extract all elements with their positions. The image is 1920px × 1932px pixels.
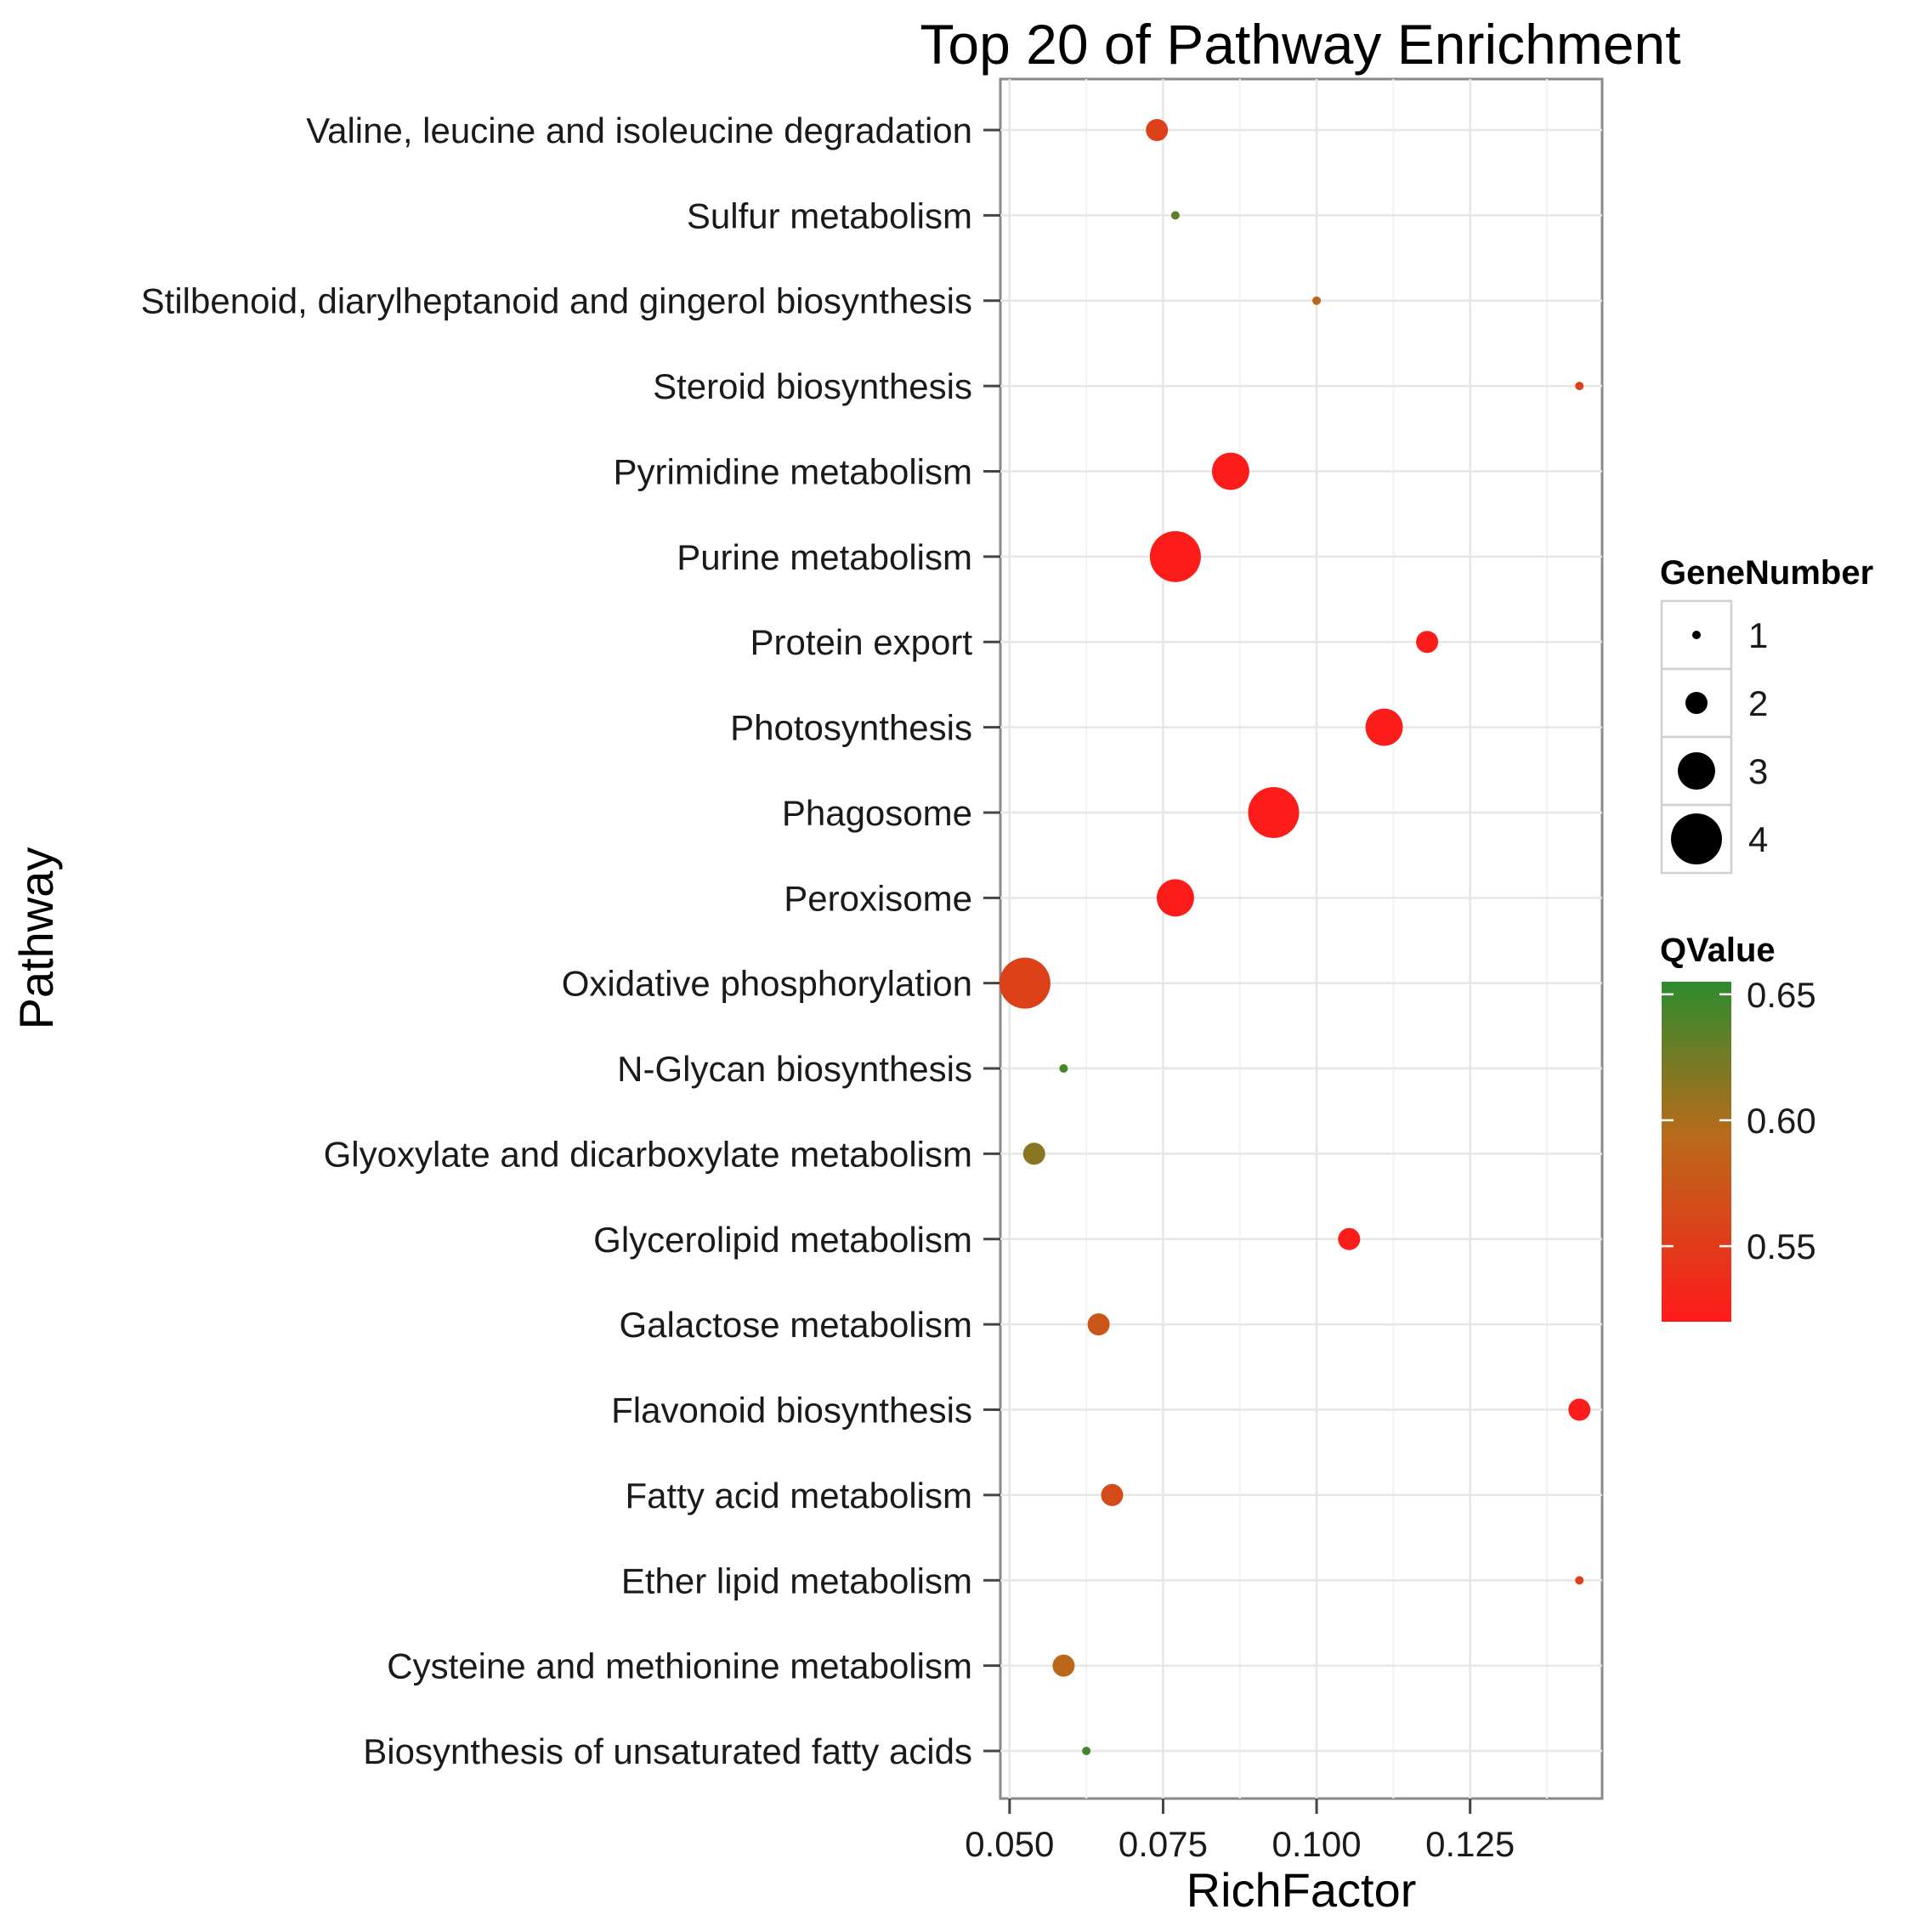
data-point [1575,1576,1584,1585]
colorbar-label: 0.55 [1747,1227,1816,1266]
qvalue-colorbar [1662,982,1731,1322]
data-point [1149,530,1201,582]
data-point [1156,879,1194,917]
y-tick-label: Ether lipid metabolism [621,1561,972,1601]
data-point [1022,1142,1045,1165]
size-legend-label: 4 [1748,819,1768,859]
chart-title: Top 20 of Pathway Enrichment [920,13,1680,76]
size-legend-label: 2 [1748,683,1768,723]
size-legend-dot [1692,631,1701,639]
y-tick-label: Galactose metabolism [619,1305,972,1345]
y-tick-label: Photosynthesis [730,708,972,748]
data-point [1211,452,1249,490]
colorbar-label: 0.60 [1747,1101,1816,1141]
data-point [1575,382,1584,391]
y-tick-label: Sulfur metabolism [687,195,972,235]
y-axis-title: Pathway [9,847,63,1030]
y-tick-label: Fatty acid metabolism [626,1476,972,1516]
y-tick-label: N-Glycan biosynthesis [617,1049,972,1089]
x-tick-label: 0.100 [1272,1824,1362,1864]
x-axis-title: RichFactor [1187,1863,1417,1917]
y-tick-label: Flavonoid biosynthesis [611,1391,972,1431]
y-tick-label: Valine, leucine and isoleucine degradati… [306,110,972,150]
x-tick-label: 0.075 [1119,1824,1208,1864]
size-legend-dot [1685,692,1708,714]
data-point [1416,631,1439,654]
y-tick-label: Oxidative phosphorylation [562,964,972,1004]
gene-number-legend: GeneNumber 1 2 3 4 [1660,554,1873,875]
data-point [1087,1313,1110,1336]
data-point [999,957,1051,1009]
x-axis-ticks: 0.050 0.075 0.100 0.125 [965,1799,1515,1864]
size-legend-label: 3 [1748,751,1768,791]
size-legend-dot [1671,813,1722,864]
y-tick-label: Protein export [750,622,973,662]
y-tick-label: Peroxisome [784,878,972,918]
data-point [1365,708,1403,746]
data-point [1146,119,1169,141]
data-point [1082,1747,1091,1755]
data-point [1312,296,1322,305]
y-tick-label: Biosynthesis of unsaturated fatty acids [363,1731,972,1771]
data-point [1568,1398,1591,1421]
size-legend-dot [1678,752,1715,790]
data-point [1059,1064,1068,1074]
x-tick-label: 0.125 [1425,1824,1515,1864]
x-tick-label: 0.050 [965,1824,1054,1864]
y-tick-label: Glycerolipid metabolism [593,1220,972,1260]
data-point [1101,1483,1124,1506]
colorbar-label: 0.65 [1747,975,1816,1015]
qvalue-legend-title: QValue [1660,932,1776,969]
data-points [999,119,1591,1755]
data-point [1052,1654,1075,1677]
y-tick-label: Pyrimidine metabolism [614,451,972,491]
y-tick-label: Steroid biosynthesis [653,366,972,406]
data-point [1248,786,1300,838]
data-point [1338,1227,1361,1250]
plot-panel [999,77,1604,1800]
size-legend-label: 1 [1748,615,1768,655]
y-axis-ticks: Valine, leucine and isoleucine degradati… [141,110,1000,1771]
y-tick-label: Purine metabolism [677,537,972,577]
y-tick-label: Stilbenoid, diarylheptanoid and gingerol… [141,281,972,321]
grid-lines [1000,79,1602,1799]
y-tick-label: Phagosome [782,793,972,833]
y-tick-label: Glyoxylate and dicarboxylate metabolism [324,1134,972,1174]
data-point [1170,211,1180,220]
y-tick-label: Cysteine and methionine metabolism [387,1646,972,1686]
gene-number-legend-title: GeneNumber [1660,554,1873,592]
qvalue-legend: QValue 0.65 0.60 0.55 [1660,932,1816,1322]
